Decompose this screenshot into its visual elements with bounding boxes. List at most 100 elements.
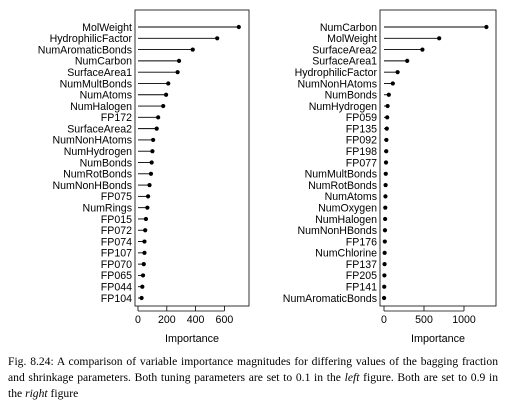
- importance-point: [382, 239, 387, 244]
- importance-point: [382, 228, 388, 233]
- importance-point: [437, 36, 442, 41]
- category-label: SurfaceArea1: [67, 67, 132, 79]
- category-label: FP074: [101, 236, 132, 248]
- importance-point: [149, 160, 154, 165]
- category-label: NumMultBonds: [60, 78, 132, 90]
- importance-point: [140, 284, 145, 289]
- importance-point: [150, 149, 155, 154]
- importance-point: [161, 103, 166, 109]
- category-label: NumAromaticBonds: [283, 293, 377, 305]
- importance-point: [383, 171, 388, 176]
- caption-fig-label: Fig. 8.24:: [8, 355, 54, 368]
- category-label: SurfaceArea1: [312, 56, 377, 68]
- importance-point: [236, 24, 241, 30]
- importance-point: [383, 194, 388, 199]
- category-label: FP205: [346, 270, 377, 282]
- importance-point: [145, 205, 150, 210]
- category-label: NumBonds: [325, 90, 377, 102]
- category-label: FP176: [346, 236, 377, 248]
- category-label: FP059: [346, 112, 377, 124]
- importance-point: [382, 250, 387, 255]
- importance-point: [175, 70, 180, 75]
- importance-point: [384, 137, 389, 143]
- caption-text-3: figure: [50, 387, 79, 400]
- category-label: NumRings: [83, 202, 132, 214]
- category-label: NumOxygen: [318, 202, 377, 214]
- importance-point: [385, 115, 390, 120]
- x-tick-label: 400: [187, 314, 205, 326]
- category-label: NumHalogen: [315, 214, 377, 226]
- caption-text-1: A comparison of variable importance magn…: [8, 355, 498, 384]
- importance-point: [145, 194, 151, 199]
- category-label: NumNonHAtoms: [53, 135, 132, 147]
- category-label: NumCarbon: [320, 22, 377, 34]
- category-label: SurfaceArea2: [312, 44, 377, 56]
- category-label: NumHalogen: [70, 101, 132, 113]
- right-dot-chart: NumCarbonMolWeightSurfaceArea2SurfaceAre…: [283, 9, 497, 345]
- plot-frame: [134, 9, 250, 307]
- importance-point: [154, 126, 159, 131]
- importance-point: [382, 262, 387, 267]
- importance-point: [395, 70, 400, 75]
- importance-point: [383, 160, 389, 165]
- importance-point: [381, 295, 387, 301]
- category-label: NumAromaticBonds: [38, 44, 132, 56]
- category-label: NumNonHAtoms: [298, 78, 377, 90]
- importance-point: [385, 103, 390, 109]
- category-label: NumNonHBonds: [298, 225, 378, 237]
- importance-point: [176, 58, 182, 63]
- category-label: NumChlorine: [315, 248, 377, 260]
- category-label: FP092: [346, 135, 377, 147]
- category-label: SurfaceArea2: [67, 123, 132, 135]
- category-label: NumRotBonds: [63, 169, 132, 181]
- importance-point: [141, 262, 146, 267]
- category-label: FP135: [346, 123, 377, 135]
- importance-point: [384, 126, 389, 131]
- category-label: FP075: [101, 191, 132, 203]
- x-tick-label: 200: [158, 314, 176, 326]
- importance-point: [383, 182, 388, 188]
- importance-point: [143, 216, 149, 222]
- importance-point: [386, 92, 391, 97]
- category-label: FP198: [346, 146, 377, 158]
- figure-caption: Fig. 8.24: A comparison of variable impo…: [8, 354, 498, 402]
- category-label: NumBonds: [80, 157, 132, 169]
- category-label: FP070: [101, 259, 132, 271]
- importance-point: [190, 47, 195, 52]
- importance-point: [140, 273, 146, 278]
- category-label: FP137: [346, 259, 377, 271]
- category-label: NumRotBonds: [308, 180, 377, 192]
- x-tick-label: 1000: [452, 314, 476, 326]
- caption-text-2: figure. Both are set to 0.9 in the: [8, 371, 498, 400]
- plot-frame: [379, 9, 497, 307]
- category-label: NumNonHBonds: [53, 180, 133, 192]
- importance-point: [383, 205, 388, 210]
- category-label: FP077: [346, 157, 377, 169]
- left-dot-chart: MolWeightHydrophilicFactorNumAromaticBon…: [38, 9, 250, 345]
- category-label: FP065: [101, 270, 132, 282]
- category-label: MolWeight: [327, 33, 377, 45]
- importance-point: [163, 92, 169, 97]
- category-label: FP107: [101, 248, 132, 260]
- category-label: HydrophilicFactor: [295, 67, 378, 79]
- category-label: FP072: [101, 225, 132, 237]
- importance-point: [142, 239, 147, 244]
- category-label: FP141: [346, 282, 377, 294]
- category-label: FP104: [101, 293, 132, 305]
- category-label: NumAtoms: [80, 90, 132, 102]
- importance-point: [420, 47, 425, 52]
- importance-point: [405, 58, 410, 63]
- category-label: NumMultBonds: [305, 169, 377, 181]
- x-tick-label: 600: [216, 314, 234, 326]
- importance-point: [139, 295, 144, 301]
- category-label: FP172: [101, 112, 132, 124]
- category-label: HydrophilicFactor: [50, 33, 133, 45]
- category-label: FP015: [101, 214, 132, 226]
- importance-point: [166, 81, 171, 86]
- importance-point: [383, 216, 388, 222]
- caption-left-word: left: [344, 371, 360, 384]
- importance-point: [151, 137, 156, 143]
- category-label: NumAtoms: [325, 191, 377, 203]
- x-axis-title: Importance: [411, 333, 465, 345]
